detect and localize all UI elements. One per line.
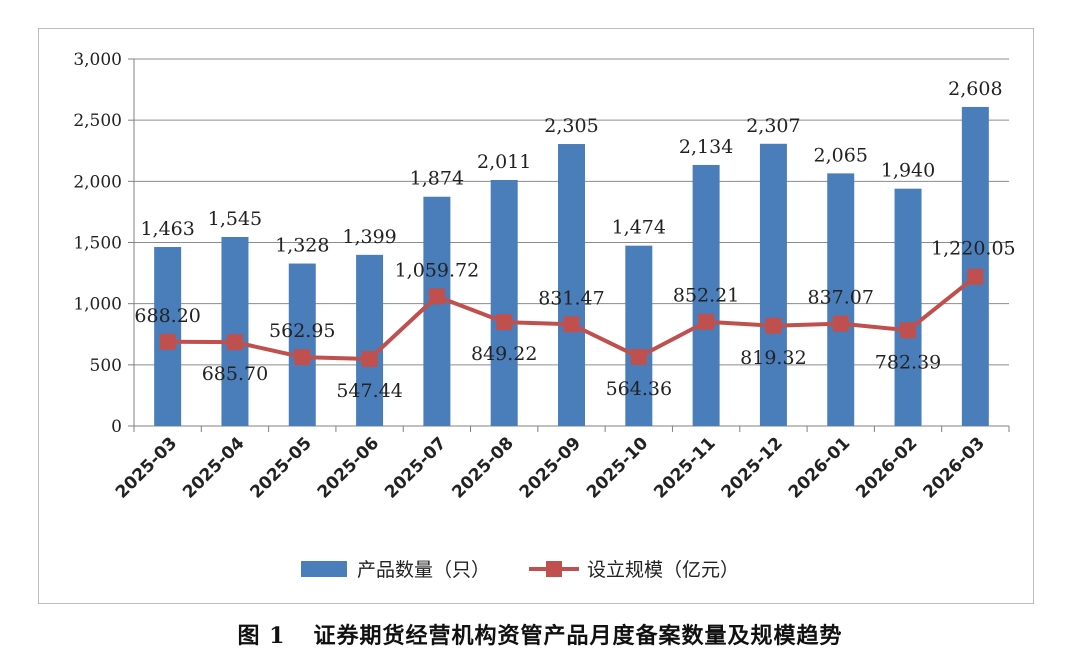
bar-data-label: 2,011	[477, 151, 531, 173]
legend-swatch-bar	[301, 561, 347, 577]
line-data-label: 562.95	[269, 320, 335, 342]
bar	[558, 144, 585, 426]
bar	[625, 245, 653, 426]
y-tick-label: 500	[90, 356, 122, 376]
bar-data-label: 1,545	[208, 208, 262, 230]
bar	[288, 263, 316, 426]
x-tick-label: 2025-05	[246, 433, 315, 502]
line-data-label: 852.21	[673, 285, 739, 307]
line-data-label: 849.22	[471, 343, 537, 365]
y-tick-label: 1,000	[73, 295, 122, 315]
y-tick-label: 1,500	[73, 234, 122, 254]
bar	[759, 143, 787, 426]
bar-data-label: 2,307	[746, 115, 800, 137]
x-tick-label: 2025-09	[516, 433, 585, 502]
line-data-label: 831.47	[538, 287, 604, 309]
line-marker	[698, 313, 715, 330]
bar-data-label: 1,874	[410, 168, 464, 190]
bar	[490, 179, 518, 426]
bar-data-label: 2,305	[544, 115, 598, 137]
x-tick-label: 2025-07	[381, 433, 450, 502]
line-data-label: 1,220.05	[931, 238, 1016, 260]
chart-frame: 0 500 1,000 1,500 2,000 2,500 3,000 1,463 1,545 1…	[38, 28, 1034, 604]
legend-label-bar: 产品数量（只）	[357, 559, 490, 581]
line-marker	[563, 316, 580, 333]
line-marker	[900, 322, 917, 339]
y-tick-label: 2,000	[73, 172, 122, 192]
line-marker	[496, 314, 513, 331]
x-tick-label: 2025-12	[718, 433, 787, 502]
y-tick-label: 3,000	[73, 50, 122, 70]
chart: 0 500 1,000 1,500 2,000 2,500 3,000 1,463 1,545 1…	[73, 50, 1016, 581]
line-marker	[226, 334, 243, 351]
bar-data-label: 1,940	[881, 160, 935, 182]
line-marker	[294, 349, 311, 366]
line-data-label: 688.20	[134, 305, 200, 327]
line-marker	[765, 317, 782, 334]
bar	[827, 173, 855, 426]
x-tick-label: 2025-06	[314, 433, 383, 502]
legend-swatch-marker	[546, 561, 562, 577]
line-data-label: 837.07	[807, 287, 873, 309]
x-tick-label: 2026-01	[785, 433, 854, 502]
bar-data-label: 2,065	[814, 144, 868, 166]
line-data-label: 685.70	[202, 363, 268, 385]
line-marker	[361, 351, 378, 368]
bar	[221, 236, 249, 426]
bar	[961, 106, 989, 427]
y-tick-label: 2,500	[73, 111, 122, 131]
line-data-label: 782.39	[875, 351, 941, 373]
bar-data-label: 1,474	[612, 217, 666, 239]
line-data-label: 819.32	[740, 347, 806, 369]
line-marker	[967, 268, 984, 285]
line-marker	[428, 288, 445, 305]
line-data-label: 564.36	[606, 378, 672, 400]
legend-label-line: 设立规模（亿元）	[587, 559, 739, 581]
x-tick-label: 2025-11	[650, 433, 719, 502]
x-tick-label: 2025-10	[583, 433, 652, 502]
x-tick-label: 2026-03	[920, 433, 989, 502]
x-tick-label: 2025-04	[179, 433, 248, 502]
bar-data-label: 2,134	[679, 136, 733, 158]
caption-number: 图 1	[237, 623, 286, 649]
x-tick-label: 2025-03	[112, 433, 181, 502]
x-tick-label: 2025-08	[448, 433, 517, 502]
caption-text: 证券期货经营机构资管产品月度备案数量及规模趋势	[313, 623, 843, 649]
bar	[423, 196, 451, 426]
bar	[356, 254, 384, 426]
y-tick-label: 0	[111, 417, 122, 437]
figure-caption: 图 1 证券期货经营机构资管产品月度备案数量及规模趋势	[0, 618, 1080, 650]
bar-data-label: 1,399	[342, 226, 396, 248]
line-data-label: 1,059.72	[395, 259, 480, 281]
x-tick-label: 2026-02	[852, 433, 921, 502]
line-marker	[832, 315, 849, 332]
bar-data-label: 1,463	[140, 218, 194, 240]
line-marker	[630, 348, 647, 365]
line-marker	[159, 333, 176, 350]
bar	[894, 188, 922, 426]
bar	[692, 164, 720, 426]
line-data-label: 547.44	[336, 380, 402, 402]
bar-data-label: 2,608	[948, 78, 1002, 100]
bar-data-label: 1,328	[275, 235, 329, 257]
